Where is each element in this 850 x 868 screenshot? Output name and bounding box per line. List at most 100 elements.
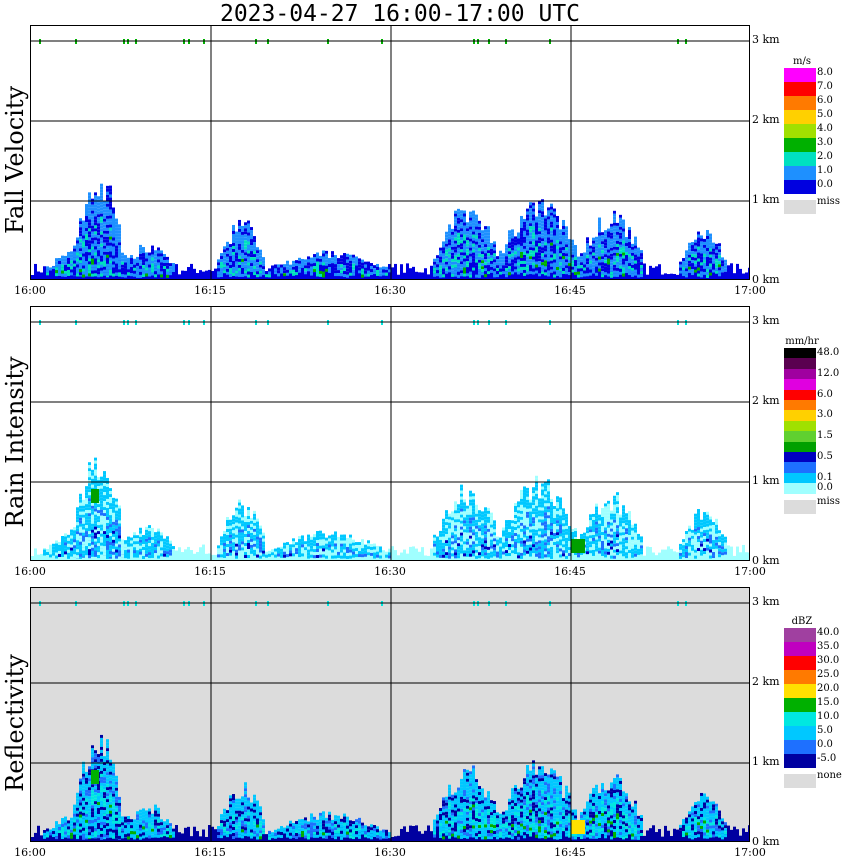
heatmap-cell [541, 483, 544, 487]
heatmap-cell [352, 542, 355, 546]
heatmap-cell [145, 261, 148, 265]
heatmap-cell [262, 535, 265, 539]
heatmap-cell [520, 552, 523, 556]
heatmap-cell [472, 499, 475, 503]
heatmap-cell [121, 264, 124, 268]
heatmap-cell [247, 540, 250, 544]
heatmap-cell [565, 271, 568, 275]
heatmap-cell [697, 246, 700, 250]
heatmap-cell [550, 242, 553, 246]
heatmap-cell [238, 267, 241, 271]
heatmap-cell [448, 266, 451, 270]
heatmap-cell [562, 231, 565, 235]
heatmap-cell [292, 544, 295, 548]
heatmap-cell [67, 263, 70, 267]
heatmap-cell [85, 213, 88, 217]
heatmap-cell [439, 542, 442, 546]
heatmap-cell [316, 273, 319, 277]
heatmap-cell [289, 547, 292, 551]
heatmap-cell [253, 555, 256, 559]
heatmap-cell [454, 258, 457, 262]
heatmap-cell [637, 274, 640, 278]
heatmap-cell [109, 266, 112, 270]
heatmap-cell [517, 262, 520, 266]
heatmap-cell [535, 481, 538, 485]
heatmap-cell [556, 517, 559, 521]
heatmap-cell [58, 541, 61, 545]
heatmap-cell [454, 507, 457, 511]
heatmap-cell [229, 537, 232, 541]
heatmap-cell [370, 552, 373, 556]
heatmap-cell [532, 502, 535, 506]
heatmap-cell [160, 262, 163, 266]
heatmap-cell [88, 234, 91, 238]
heatmap-cell [148, 546, 151, 550]
heatmap-cell [229, 244, 232, 248]
heatmap-cell [493, 541, 496, 545]
heatmap-cell [520, 495, 523, 499]
heatmap-cell [523, 531, 526, 535]
heatmap-cell [616, 249, 619, 253]
heatmap-cell [550, 209, 553, 213]
heatmap-cell [511, 535, 514, 539]
heatmap-cell [715, 252, 718, 256]
heatmap-cell [439, 536, 442, 540]
heatmap-cell [358, 542, 361, 546]
heatmap-cell [556, 505, 559, 509]
heatmap-cell [322, 551, 325, 555]
heatmap-cell [226, 535, 229, 539]
heatmap-cell [478, 256, 481, 260]
heatmap-cell [79, 233, 82, 237]
heatmap-cell [247, 268, 250, 272]
heatmap-cell [94, 535, 97, 539]
heatmap-cell [475, 226, 478, 230]
heatmap-cell [460, 535, 463, 539]
heatmap-cell [526, 217, 529, 221]
heatmap-cell [175, 264, 178, 279]
heatmap-cell [655, 555, 658, 560]
heatmap-cell [619, 253, 622, 257]
heatmap-cell [451, 541, 454, 545]
heatmap-cell [553, 521, 556, 525]
heatmap-cell [112, 225, 115, 229]
heatmap-cell [298, 545, 301, 549]
heatmap-cell [148, 534, 151, 538]
heatmap-cell [112, 252, 115, 256]
heatmap-cell [454, 525, 457, 529]
heatmap-cell [439, 268, 442, 272]
heatmap-cell [700, 274, 703, 278]
heatmap-cell [550, 534, 553, 538]
heatmap-cell [475, 525, 478, 529]
heatmap-cell [475, 516, 478, 520]
heatmap-cell [565, 274, 568, 278]
heatmap-cell [112, 497, 115, 501]
heatmap-cell [535, 544, 538, 548]
heatmap-cell [235, 264, 238, 268]
heatmap-cell [457, 208, 460, 212]
heatmap-cell [325, 271, 328, 275]
heatmap-cell [523, 513, 526, 517]
heatmap-cell [493, 547, 496, 551]
heatmap-cell [91, 219, 94, 223]
heatmap-cell [523, 534, 526, 538]
heatmap-cell [454, 216, 457, 220]
heatmap-cell [535, 219, 538, 223]
heatmap-cell [76, 552, 79, 556]
heatmap-cell [577, 259, 580, 263]
heatmap-cell [361, 554, 364, 558]
heatmap-cell [343, 534, 346, 538]
heatmap-cell [364, 553, 367, 557]
heatmap-cell [301, 553, 304, 557]
heatmap-cell [529, 511, 532, 515]
heatmap-cell [256, 539, 259, 543]
heatmap-cell [154, 547, 157, 551]
heatmap-cell [340, 261, 343, 265]
heatmap-cell [100, 222, 103, 226]
heatmap-cell [241, 261, 244, 265]
heatmap-cell [337, 545, 340, 549]
heatmap-cell [253, 528, 256, 532]
heatmap-cell [232, 554, 235, 558]
heatmap-cell [232, 251, 235, 255]
heatmap-cell [97, 217, 100, 221]
heatmap-cell [214, 554, 217, 560]
